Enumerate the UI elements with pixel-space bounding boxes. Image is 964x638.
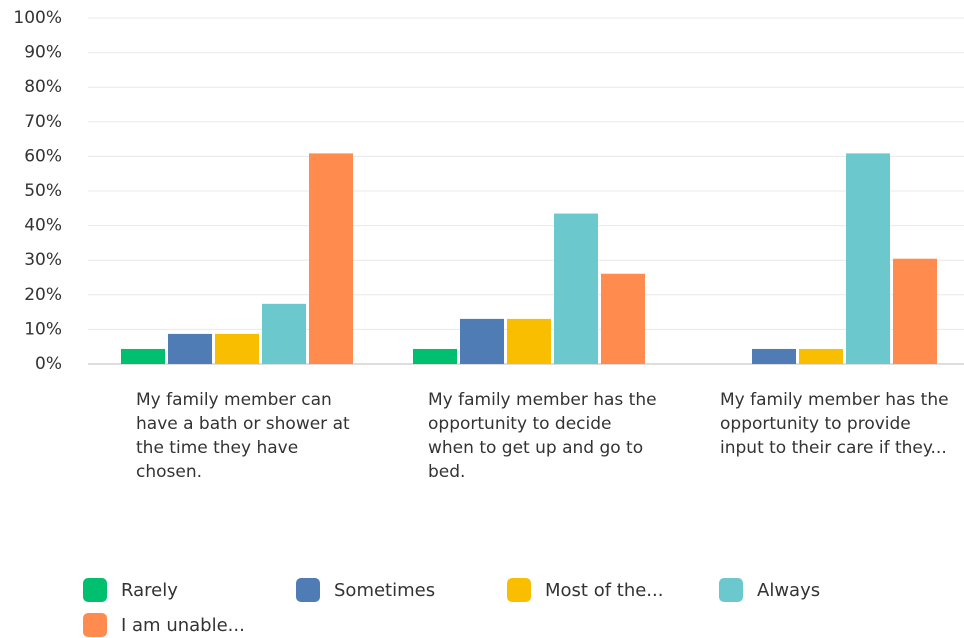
bar — [507, 318, 551, 364]
legend-label: Always — [757, 579, 821, 601]
bar — [799, 348, 843, 364]
bar — [262, 303, 306, 364]
bar — [309, 153, 353, 364]
bar — [460, 318, 504, 364]
y-tick-label: 60% — [24, 146, 62, 166]
bar — [601, 273, 645, 364]
y-tick-label: 90% — [24, 43, 62, 63]
legend-swatch — [296, 578, 320, 602]
legend-label: I am unable... — [121, 614, 245, 636]
x-tick-label: My family member can have a bath or show… — [136, 390, 350, 482]
bar — [413, 348, 457, 364]
y-tick-label: 40% — [24, 216, 62, 236]
legend-item: I am unable... — [83, 613, 245, 637]
bar — [846, 153, 890, 364]
legend-swatch — [83, 613, 107, 637]
legend-label: Rarely — [121, 579, 178, 601]
legend-item: Most of the... — [507, 578, 663, 602]
y-tick-label: 50% — [24, 181, 62, 201]
y-tick-label: 100% — [13, 8, 62, 28]
legend-item: Rarely — [83, 578, 178, 602]
legend-label: Most of the... — [545, 579, 664, 601]
bar — [554, 213, 598, 364]
bar — [752, 348, 796, 364]
legend-swatch — [507, 578, 531, 602]
legend-swatch — [83, 578, 107, 602]
y-tick-label: 30% — [24, 250, 62, 270]
legend-item: Sometimes — [296, 578, 435, 602]
y-tick-label: 0% — [35, 354, 62, 374]
y-tick-label: 80% — [24, 77, 62, 97]
y-tick-label: 20% — [24, 285, 62, 305]
y-tick-label: 70% — [24, 112, 62, 132]
bar — [215, 333, 259, 364]
x-tick-label: My family member has the opportunity to … — [720, 390, 949, 458]
bar — [168, 333, 212, 364]
legend-label: Sometimes — [334, 579, 436, 601]
legend-item: Always — [719, 578, 820, 602]
bar — [121, 348, 165, 364]
legend-swatch — [719, 578, 743, 602]
x-tick-label: My family member has the opportunity to … — [428, 390, 657, 482]
bar — [893, 258, 937, 364]
y-tick-label: 10% — [24, 319, 62, 339]
